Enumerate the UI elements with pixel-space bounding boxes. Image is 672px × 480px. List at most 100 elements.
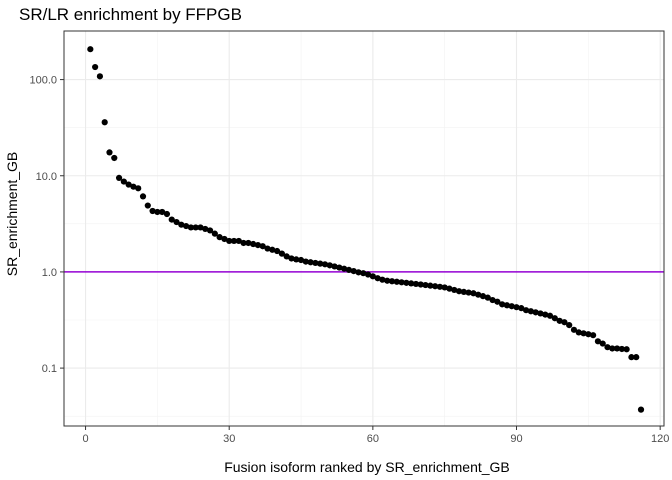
- data-point: [590, 332, 597, 339]
- data-point: [374, 275, 381, 282]
- data-point: [633, 354, 640, 361]
- data-point: [580, 330, 587, 337]
- data-point: [613, 345, 621, 352]
- y-tick-label: 100.0: [29, 75, 57, 87]
- data-point: [542, 311, 549, 318]
- data-point: [575, 329, 582, 336]
- data-point: [412, 280, 420, 288]
- data-point: [264, 245, 271, 252]
- data-point: [293, 256, 300, 263]
- x-tick-label: 60: [367, 433, 379, 445]
- data-point: [570, 326, 578, 333]
- data-point: [546, 312, 554, 319]
- x-tick-label: 30: [223, 433, 235, 445]
- panel-background: [64, 31, 664, 426]
- data-point: [235, 237, 242, 245]
- data-point: [427, 282, 434, 289]
- data-point: [173, 218, 180, 226]
- data-point: [326, 262, 333, 269]
- data-point: [422, 281, 429, 289]
- y-tick-label: 0.1: [42, 363, 57, 375]
- data-point: [398, 279, 405, 286]
- data-point: [432, 283, 439, 290]
- data-point: [403, 279, 410, 286]
- data-point: [518, 305, 525, 312]
- data-point: [503, 302, 511, 309]
- data-point: [111, 154, 118, 162]
- data-point: [499, 301, 506, 308]
- data-point: [618, 345, 625, 353]
- minor-gridlines: [64, 31, 664, 426]
- data-point: [460, 288, 467, 295]
- data-point: [139, 193, 147, 200]
- data-point: [226, 237, 233, 245]
- data-point: [350, 267, 357, 275]
- data-point: [408, 280, 415, 287]
- data-point: [388, 278, 396, 285]
- data-point: [604, 344, 611, 351]
- data-point: [206, 227, 214, 234]
- x-tick-label: 0: [82, 433, 88, 445]
- plot-panel: [64, 31, 664, 426]
- data-point: [345, 266, 353, 273]
- data-point: [527, 308, 534, 315]
- data-point: [637, 406, 645, 413]
- data-point: [211, 230, 218, 237]
- data-point: [154, 208, 161, 216]
- y-axis: 0.1 1.0 10.0 100.0: [29, 75, 64, 375]
- data-point: [120, 178, 127, 185]
- data-point: [307, 259, 314, 266]
- panel-border: [63, 30, 665, 427]
- data-point: [436, 283, 443, 290]
- data-point: [479, 293, 487, 300]
- data-point: [96, 73, 104, 80]
- data-point: [623, 346, 630, 353]
- data-point: [532, 309, 539, 316]
- data-point: [115, 174, 123, 181]
- data-point: [178, 221, 185, 228]
- data-point: [537, 310, 544, 317]
- data-point: [202, 225, 209, 233]
- data-point: [441, 284, 448, 291]
- data-point: [628, 354, 635, 361]
- data-point: [417, 281, 424, 288]
- data-point: [551, 315, 558, 322]
- data-point: [221, 235, 228, 243]
- data-point: [336, 264, 343, 271]
- data-point: [144, 202, 151, 209]
- data-point: [522, 307, 530, 314]
- x-axis: 0 30 60 90 120: [82, 426, 669, 445]
- data-point: [556, 317, 563, 324]
- data-point: [269, 246, 276, 253]
- data-point: [317, 260, 324, 267]
- data-point: [393, 278, 400, 285]
- data-point: [197, 224, 204, 231]
- data-point: [321, 261, 329, 268]
- data-point: [599, 340, 606, 347]
- data-point: [101, 119, 108, 126]
- data-point: [240, 239, 247, 247]
- data-point: [566, 321, 573, 329]
- data-point: [163, 210, 171, 218]
- data-point: [168, 216, 175, 223]
- data-point: [561, 319, 568, 326]
- data-point: [106, 149, 113, 156]
- data-point: [494, 298, 501, 305]
- data-point: [451, 286, 458, 294]
- data-point: [585, 331, 592, 338]
- data-point: [489, 296, 496, 304]
- data-point: [465, 289, 472, 296]
- data-point: [183, 222, 190, 230]
- data-point: [278, 250, 285, 257]
- data-point: [455, 288, 463, 295]
- data-point: [364, 271, 372, 278]
- data-point: [302, 258, 309, 265]
- chart-title: SR/LR enrichment by FFPGB: [19, 5, 242, 24]
- data-point: [508, 303, 515, 310]
- data-point: [331, 263, 338, 270]
- data-point: [355, 269, 362, 276]
- data-point: [360, 270, 367, 277]
- data-point: [149, 207, 156, 215]
- data-point: [130, 183, 137, 190]
